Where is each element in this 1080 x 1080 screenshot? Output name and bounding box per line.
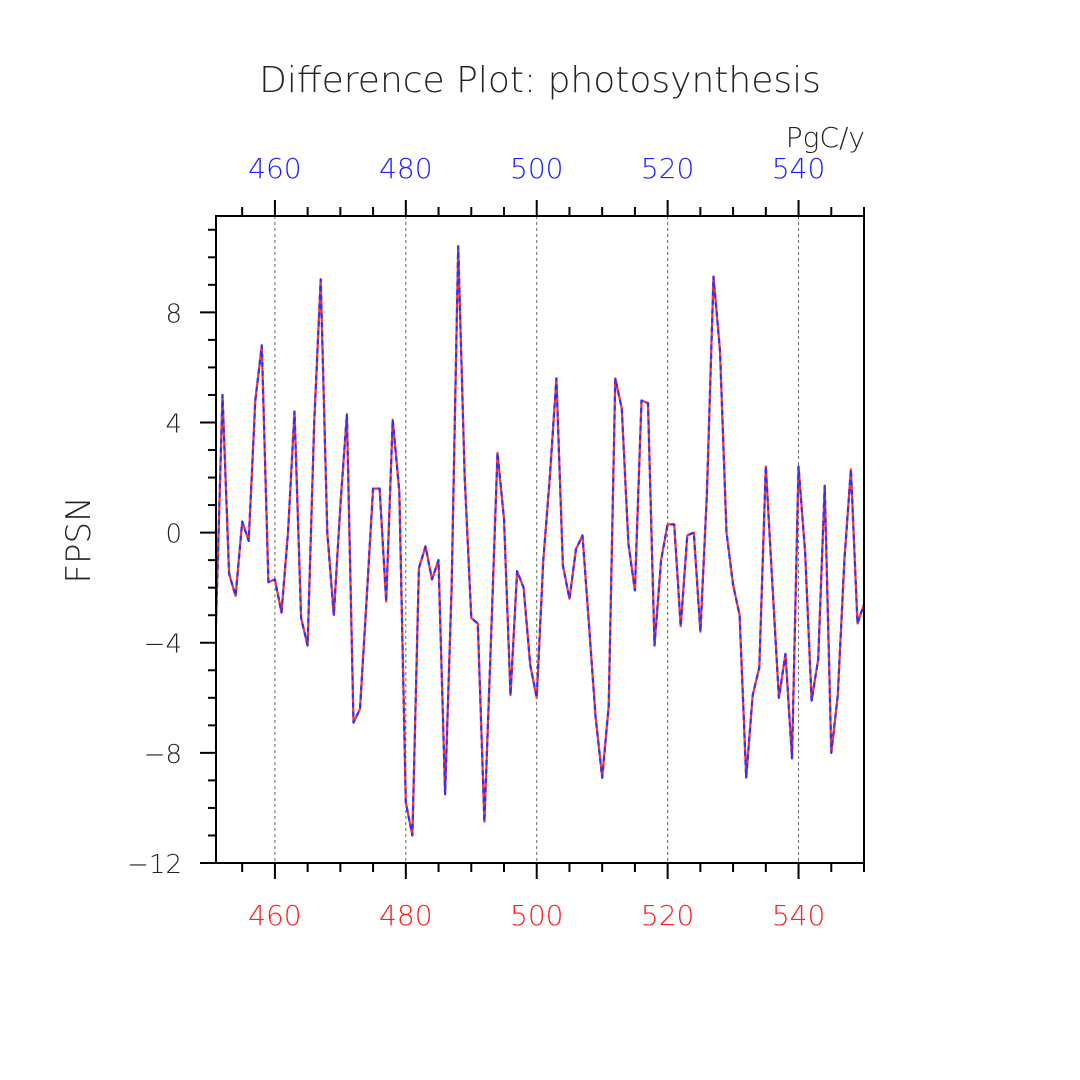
- y-tick-label--4: −4: [144, 630, 182, 660]
- x-tick-label-bottom-500: 500: [510, 899, 563, 932]
- x-tick-label-top-460: 460: [248, 152, 301, 185]
- series-line-blue: [214, 245, 866, 837]
- y-tick-label--12: −12: [127, 850, 182, 880]
- y-tick-label-4: 4: [165, 409, 182, 439]
- plot-frame: [215, 215, 865, 864]
- x-tick-label-top-540: 540: [772, 152, 825, 185]
- grid-lines: [274, 216, 800, 863]
- series-line-red: [214, 245, 866, 837]
- chart-title: Difference Plot: photosynthesis: [259, 60, 821, 101]
- series-group: [214, 245, 866, 837]
- y-axis-label: FPSN: [59, 496, 99, 583]
- y-tick-label--8: −8: [144, 740, 182, 770]
- x-tick-label-bottom-480: 480: [379, 899, 432, 932]
- x-tick-label-bottom-460: 460: [248, 899, 301, 932]
- x-tick-label-top-500: 500: [510, 152, 563, 185]
- x-tick-label-bottom-520: 520: [641, 899, 694, 932]
- y-tick-label-0: 0: [165, 520, 182, 550]
- units-label: PgC/y: [786, 121, 865, 154]
- y-tick-label-8: 8: [165, 299, 182, 329]
- x-tick-label-top-520: 520: [641, 152, 694, 185]
- axes-group: 460 460 480 480 500 500 520 520 540 540 −12 −8 −4 0 4 8: [127, 152, 865, 932]
- x-tick-label-bottom-540: 540: [772, 899, 825, 932]
- x-tick-label-top-480: 480: [379, 152, 432, 185]
